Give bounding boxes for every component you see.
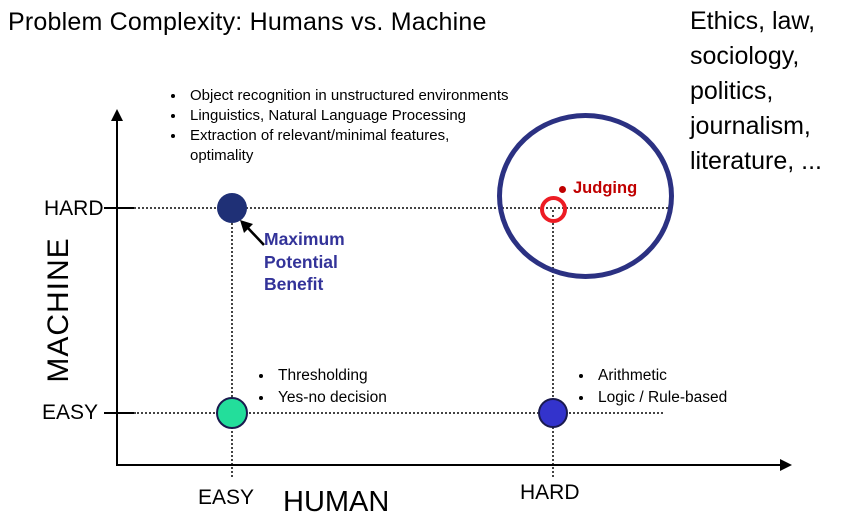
list-item: Yes-no decision [274,387,484,409]
guide-human-hard [552,210,554,477]
list-item: Object recognition in unstructured envir… [186,86,516,106]
list-item: Extraction of relevant/minimal features,… [186,126,516,166]
list-item: Linguistics, Natural Language Processing [186,106,516,126]
guide-machine-easy [134,412,663,414]
y-axis [116,120,118,466]
page-title: Problem Complexity: Humans vs. Machine [8,8,487,36]
y-axis-arrow-icon [111,109,123,121]
judging-domain-circle [497,113,674,279]
point-judging-ring [540,196,567,223]
x-axis [116,464,782,466]
x-tick-hard-label: HARD [520,481,580,504]
max-potential-benefit-label: Maximum Potential Benefit [264,229,345,294]
hard-easy-examples-list: Arithmetic Logic / Rule-based [576,365,814,409]
guide-human-easy [231,210,233,477]
list-item: Arithmetic [594,365,814,387]
benefit-arrow-icon [240,220,265,246]
human-hard-domains-note: Ethics, law, sociology, politics, journa… [690,7,822,175]
x-tick-easy-label: EASY [198,486,255,509]
x-axis-title: HUMAN [283,486,390,518]
x-axis-arrow-icon [780,459,792,471]
judging-bullet-icon [559,186,566,193]
machine-hard-examples-list: Object recognition in unstructured envir… [168,86,516,166]
point-machine-hard-human-easy [217,193,247,223]
y-tick-hard-mark [104,207,134,209]
list-item: Thresholding [274,365,484,387]
y-tick-easy-label: EASY [42,401,99,424]
point-machine-easy-human-hard [538,398,568,428]
judging-label: Judging [573,179,638,197]
guide-machine-hard [134,207,672,209]
y-tick-easy-mark [104,412,134,414]
easy-easy-examples-list: Thresholding Yes-no decision [256,365,484,409]
point-machine-easy-human-easy [216,397,248,429]
y-tick-hard-label: HARD [44,197,104,220]
y-axis-title: MACHINE [42,237,75,383]
list-item: Logic / Rule-based [594,387,814,409]
